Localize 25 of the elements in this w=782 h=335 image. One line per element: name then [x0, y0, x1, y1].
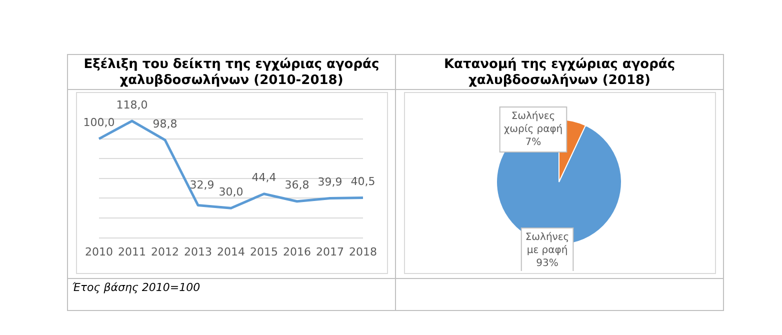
chart-title: Κατανομή της εγχώριας αγοράς χαλυβδοσωλήνων (2018): [395, 54, 724, 90]
x-tick-label: 2014: [217, 245, 245, 258]
x-tick-label: 2010: [84, 245, 113, 258]
data-label: 98,8: [152, 117, 178, 130]
data-label: 30,0: [218, 185, 244, 198]
data-label: 39,9: [318, 176, 342, 189]
data-label: 7%: [525, 137, 542, 148]
x-tick-label: 2018: [349, 245, 378, 258]
data-label: 118,0: [116, 98, 148, 112]
data-label: 100,0: [83, 116, 115, 130]
data-label: 44,4: [252, 171, 276, 184]
x-tick-label: 2015: [250, 245, 278, 258]
x-tick-label: 2013: [184, 245, 212, 258]
data-label: 40,5: [350, 175, 376, 188]
data-label: 36,8: [284, 178, 310, 192]
x-tick-label: 2016: [283, 245, 311, 258]
data-label: 32,9: [190, 178, 214, 192]
data-label: 93%: [536, 258, 558, 270]
x-tick-label: 2017: [316, 245, 344, 258]
slice-label: Σωλήνες με ραφή: [525, 232, 570, 256]
x-tick-label: 2012: [151, 245, 179, 258]
x-tick-label: 2011: [118, 245, 146, 258]
text: Έτος βάσης 2010=100: [67, 278, 396, 311]
slice-label: Σωλήνες χωρίς ραφή: [504, 111, 563, 136]
chart-title: Εξέλιξη του δείκτη της εγχώριας αγοράς χαλυβδοσωλήνων (2010-2018): [67, 54, 396, 90]
